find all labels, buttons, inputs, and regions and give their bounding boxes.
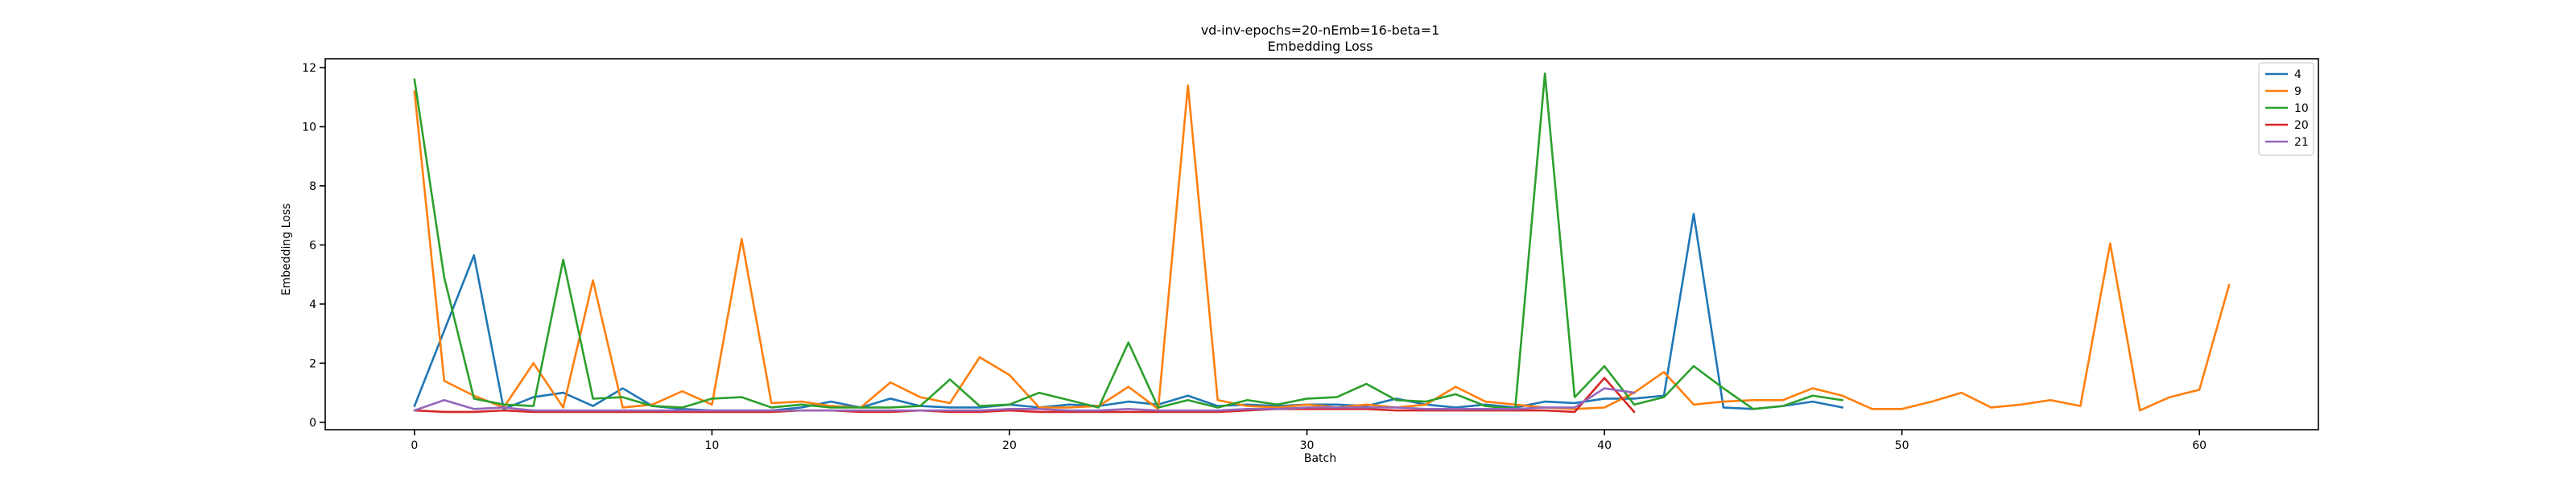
axes-layer: 0 10 20 30 40 50 60 0 2 4 6 8 10 12 [302, 58, 2319, 452]
series-line-9 [413, 84, 2231, 412]
legend: 4 9 10 20 21 [2258, 62, 2314, 156]
y-tick-label: 8 [309, 180, 316, 193]
chart-title: vd-inv-epochs=20-nEmb=16-beta=1 [1201, 23, 1440, 38]
x-tick-label: 30 [1300, 439, 1315, 452]
y-tick-label: 6 [309, 239, 316, 252]
legend-frame [2258, 62, 2314, 156]
legend-label-21: 21 [2294, 136, 2309, 149]
x-tick-label: 0 [411, 439, 418, 452]
y-tick-label: 10 [302, 121, 316, 134]
series-line-21 [413, 387, 1636, 412]
x-tick-label: 40 [1597, 439, 1612, 452]
x-tick-label: 20 [1002, 439, 1017, 452]
legend-label-20: 20 [2294, 119, 2309, 132]
series-line-20 [413, 377, 1636, 414]
legend-label-9: 9 [2294, 85, 2301, 98]
legend-label-4: 4 [2294, 68, 2301, 81]
y-tick-label: 4 [309, 299, 316, 311]
y-tick-label: 2 [309, 357, 316, 370]
x-tick-label: 50 [1895, 439, 1909, 452]
series-layer [413, 72, 2231, 414]
y-axis-label: Embedding Loss [280, 204, 293, 296]
y-tick-label: 0 [309, 417, 316, 430]
x-tick-label: 60 [2192, 439, 2207, 452]
chart-subtitle: Embedding Loss [1268, 39, 1373, 54]
legend-label-10: 10 [2294, 102, 2309, 115]
series-line-10 [413, 72, 1844, 410]
plot-frame [324, 58, 2319, 430]
y-tick-label: 12 [302, 62, 316, 75]
x-axis-label: Batch [1304, 452, 1336, 465]
x-tick-label: 10 [705, 439, 720, 452]
